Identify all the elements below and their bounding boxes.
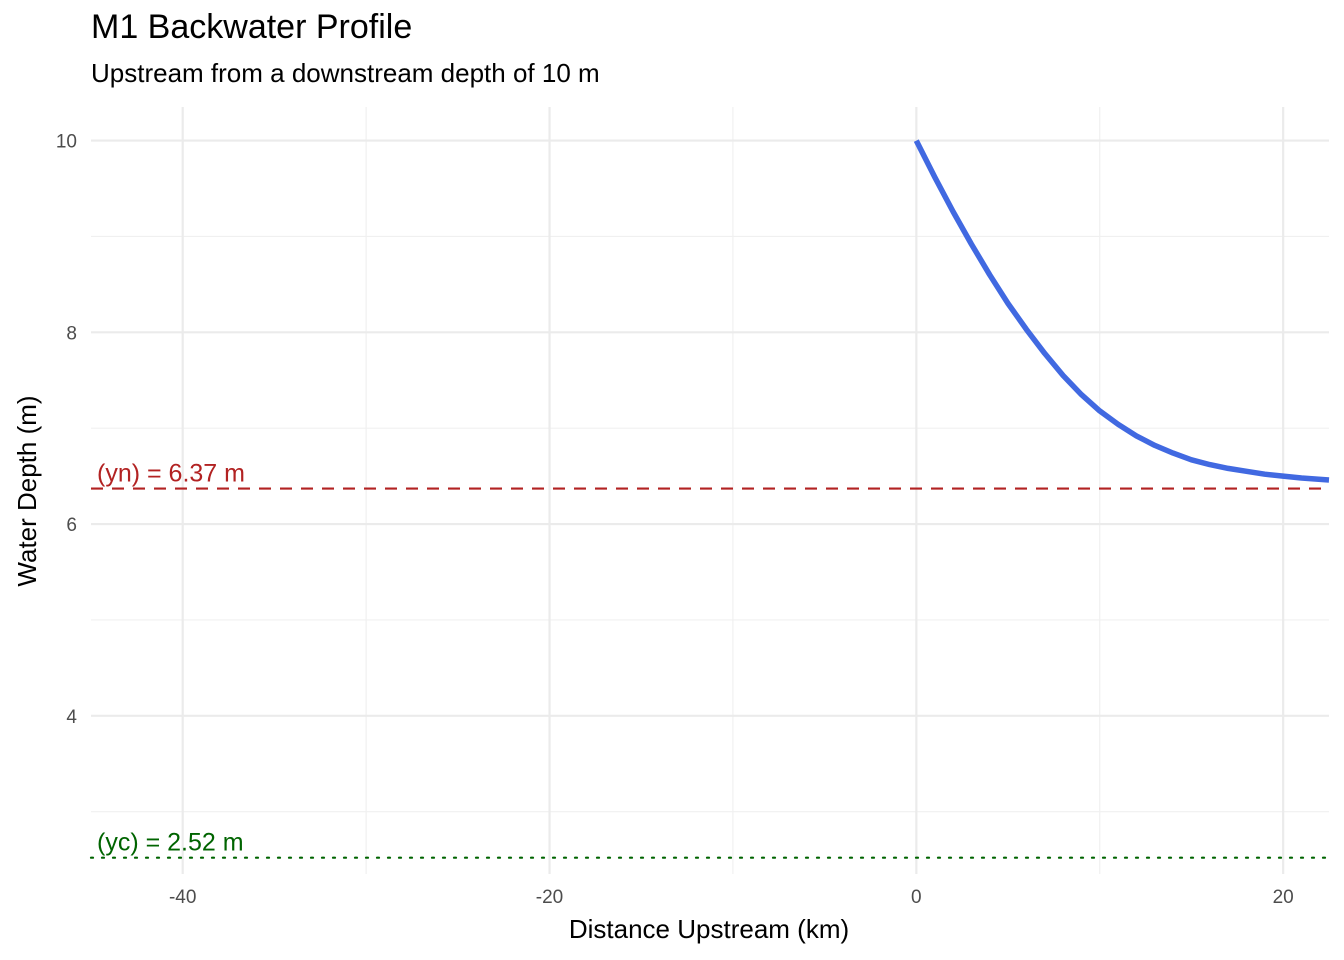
y-tick-label: 10 bbox=[56, 132, 77, 153]
reference-label-1: (yc) = 2.52 m bbox=[97, 829, 244, 857]
series-lines bbox=[913, 139, 1330, 483]
x-tick-label: -40 bbox=[169, 887, 196, 908]
y-tick-label: 6 bbox=[66, 515, 77, 536]
chart-title: M1 Backwater Profile bbox=[91, 8, 413, 46]
reference-label-0: (yn) = 6.37 m bbox=[97, 460, 245, 488]
x-axis-title: Distance Upstream (km) bbox=[569, 914, 849, 944]
reference-lines: (yn) = 6.37 m (yc) = 2.52 m bbox=[89, 460, 1331, 859]
major-gridlines bbox=[91, 107, 1329, 874]
chart-subtitle: Upstream from a downstream depth of 10 m bbox=[91, 58, 600, 88]
minor-gridlines bbox=[91, 107, 1329, 874]
tick-labels: -40 -20 0 20 4 6 8 10 bbox=[56, 132, 1294, 908]
y-tick-label: 4 bbox=[66, 707, 77, 728]
x-tick-label: 20 bbox=[1273, 887, 1294, 908]
x-tick-label: 0 bbox=[911, 887, 922, 908]
x-tick-label: -20 bbox=[536, 887, 563, 908]
y-axis-title: Water Depth (m) bbox=[12, 395, 42, 586]
series-line-0 bbox=[913, 139, 1330, 483]
y-tick-label: 8 bbox=[66, 323, 77, 344]
